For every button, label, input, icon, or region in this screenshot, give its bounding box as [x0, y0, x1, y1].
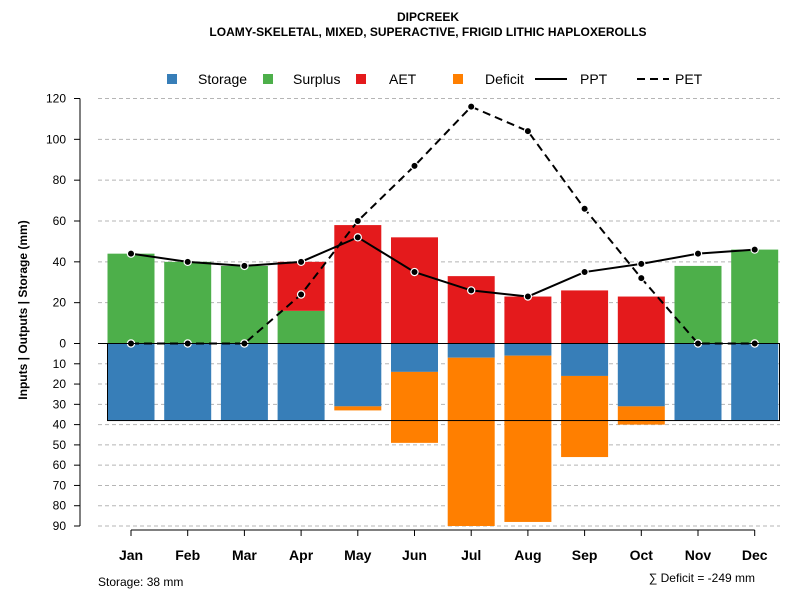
y-tick-label-lower-30: 30: [53, 397, 67, 411]
point-pet-sep: [580, 204, 589, 213]
y-tick-label-lower-20: 20: [53, 377, 67, 391]
y-tick-label-upper-20: 20: [53, 296, 67, 310]
bar-surplus-mar: [220, 265, 268, 344]
point-ppt-feb: [183, 257, 192, 267]
chart-subtitle: LOAMY-SKELETAL, MIXED, SUPERACTIVE, FRIG…: [209, 25, 646, 39]
legend: Storage Surplus AET Deficit PPT PET: [167, 71, 703, 87]
point-pet-jul: [467, 102, 476, 111]
point-ppt-jun: [410, 267, 419, 277]
chart-title: DIPCREEK: [397, 10, 459, 24]
y-tick-label-lower-60: 60: [53, 458, 67, 472]
y-tick-label-upper-80: 80: [53, 173, 67, 187]
bar-deficit-aug: [504, 355, 552, 522]
bars: [107, 225, 780, 526]
line-ppt: [130, 236, 755, 298]
axes: 0 20 40 60 80 100 120 10 20 30 40 50 60 70 80 90 Jan Feb M…: [46, 92, 780, 563]
bar-aet-apr: [277, 261, 325, 311]
gridlines: [98, 98, 780, 527]
bar-deficit-may: [334, 406, 382, 411]
point-pet-aug: [523, 126, 533, 136]
point-ppt-sep: [580, 267, 589, 277]
bar-aet-jun: [391, 237, 438, 344]
bar-storage-jun: [391, 343, 438, 372]
point-ppt-oct: [637, 259, 646, 269]
bar-deficit-jun: [391, 371, 438, 443]
legend-swatch-deficit: [453, 74, 463, 84]
y-tick-label-lower-40: 40: [53, 418, 67, 432]
series-lines: [126, 102, 759, 348]
point-ppt-apr: [296, 257, 306, 267]
x-tick-label-mar: Mar: [232, 547, 257, 563]
point-ppt-jan: [126, 249, 136, 258]
bar-aet-oct: [617, 296, 665, 344]
x-tick-label-may: May: [344, 547, 371, 563]
point-pet-may: [353, 216, 362, 226]
x-tick-label-aug: Aug: [514, 547, 541, 563]
x-tick-label-jan: Jan: [119, 547, 143, 563]
point-ppt-mar: [240, 261, 249, 271]
y-tick-label-lower-70: 70: [53, 478, 67, 492]
bar-surplus-jan: [107, 253, 155, 344]
y-tick-label-upper-40: 40: [53, 255, 67, 269]
legend-label-ppt: PPT: [580, 71, 608, 87]
bar-storage-apr: [277, 343, 325, 421]
legend-swatch-storage: [167, 74, 177, 84]
point-pet-jun: [410, 161, 419, 171]
point-ppt-may: [353, 233, 362, 242]
bar-storage-feb: [164, 343, 212, 421]
point-ppt-jul: [467, 286, 476, 295]
y-tick-label-lower-90: 90: [53, 519, 67, 533]
line-pet: [131, 105, 755, 345]
x-tick-label-feb: Feb: [175, 547, 200, 563]
bar-storage-dec: [731, 343, 779, 421]
legend-label-storage: Storage: [198, 71, 247, 87]
bar-surplus-dec: [731, 249, 779, 344]
legend-label-deficit: Deficit: [485, 71, 524, 87]
bar-storage-oct: [617, 343, 665, 407]
bar-storage-jul: [447, 343, 495, 358]
legend-label-pet: PET: [675, 71, 703, 87]
deficit-note: ∑ Deficit = -249 mm: [649, 571, 755, 585]
x-tick-label-nov: Nov: [685, 547, 712, 563]
point-ppt-dec: [750, 245, 759, 254]
bar-surplus-nov: [674, 265, 722, 344]
bar-storage-sep: [561, 343, 609, 376]
x-tick-label-jun: Jun: [402, 547, 427, 563]
bar-storage-jan: [107, 343, 155, 421]
bar-aet-sep: [561, 290, 609, 344]
legend-swatch-aet: [356, 74, 366, 84]
x-tick-label-jul: Jul: [461, 547, 481, 563]
x-tick-label-sep: Sep: [572, 547, 598, 563]
y-tick-label-upper-120: 120: [46, 92, 66, 106]
bar-storage-may: [334, 343, 382, 407]
point-ppt-aug: [523, 292, 533, 301]
bar-surplus-apr: [277, 310, 325, 344]
bar-deficit-oct: [617, 406, 665, 425]
bar-surplus-feb: [164, 261, 212, 344]
legend-label-aet: AET: [389, 71, 417, 87]
bar-storage-mar: [220, 343, 268, 421]
point-ppt-nov: [693, 249, 703, 258]
bar-storage-aug: [504, 343, 552, 356]
y-tick-label-upper-60: 60: [53, 214, 67, 228]
bar-storage-nov: [674, 343, 722, 421]
y-tick-label-upper-0: 0: [59, 337, 66, 351]
x-tick-label-dec: Dec: [742, 547, 768, 563]
point-pet-oct: [637, 273, 646, 283]
bar-deficit-sep: [561, 375, 609, 458]
y-axis-label: Inputs | Outputs | Storage (mm): [16, 220, 30, 399]
legend-label-surplus: Surplus: [293, 71, 340, 87]
x-tick-label-oct: Oct: [630, 547, 654, 563]
y-tick-label-upper-100: 100: [46, 132, 66, 146]
bar-aet-aug: [504, 296, 552, 344]
y-tick-label-lower-10: 10: [53, 357, 67, 371]
x-tick-label-apr: Apr: [289, 547, 314, 563]
legend-swatch-surplus: [263, 74, 273, 84]
y-tick-label-lower-80: 80: [53, 499, 67, 513]
point-pet-apr: [296, 290, 306, 299]
storage-note: Storage: 38 mm: [98, 575, 183, 589]
bar-deficit-jul: [447, 357, 495, 526]
y-tick-label-lower-50: 50: [53, 438, 67, 452]
